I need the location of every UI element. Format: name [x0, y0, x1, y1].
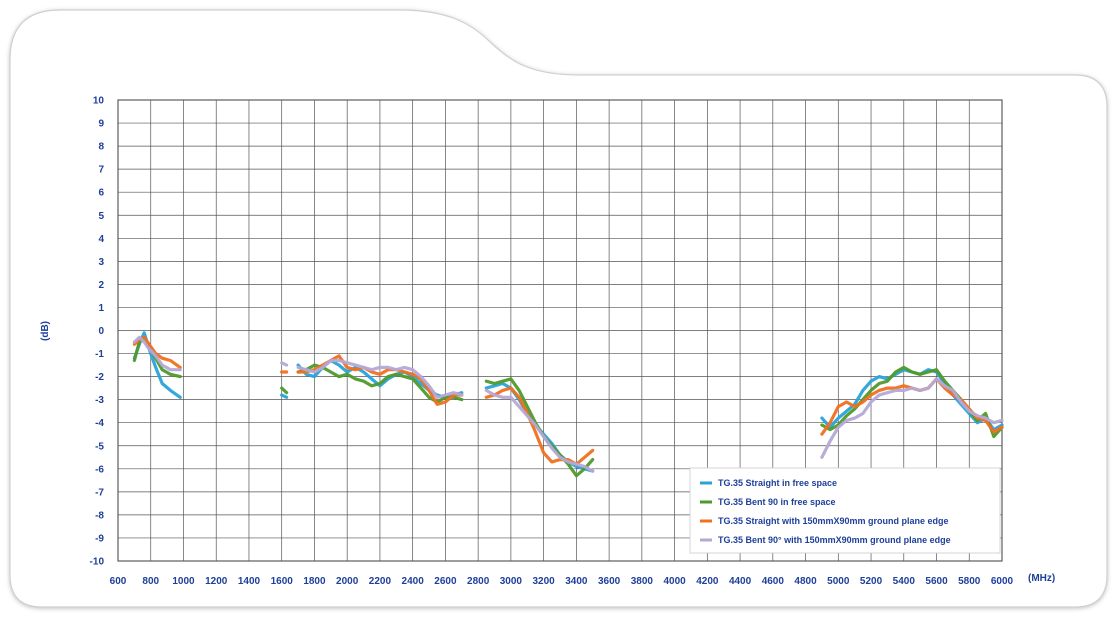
x-tick-label: 4400	[729, 576, 752, 587]
legend-label: TG.35 Straight with 150mmX90mm ground pl…	[718, 516, 949, 526]
x-axis-ticks: 600 800 1000 1200 1400 1600 1800 2000 2200 2400 26…	[110, 576, 1014, 587]
x-tick-label: 3600	[598, 576, 621, 587]
x-tick-label: 600	[110, 576, 127, 587]
x-tick-label: 3000	[500, 576, 523, 587]
series-line	[280, 393, 289, 399]
x-tick-label: 5800	[958, 576, 981, 587]
x-tick-label: 1800	[303, 576, 326, 587]
y-tick-label: 5	[98, 211, 104, 222]
x-tick-label: 4200	[696, 576, 719, 587]
x-tick-label: 1000	[172, 576, 195, 587]
series-line	[132, 335, 182, 372]
y-tick-label: 1	[98, 303, 104, 314]
x-tick-label: 800	[142, 576, 159, 587]
y-tick-label: 3	[98, 257, 104, 268]
y-tick-label: 2	[98, 280, 104, 291]
series-line	[132, 331, 182, 399]
x-axis-label: (MHz)	[1028, 573, 1055, 584]
y-tick-label: -4	[95, 418, 104, 429]
x-tick-label: 1600	[271, 576, 294, 587]
y-tick-label: 6	[98, 188, 104, 199]
legend-label: TG.35 Bent 90° with 150mmX90mm ground pl…	[718, 535, 951, 545]
x-tick-label: 2600	[434, 576, 457, 587]
x-tick-label: 5400	[893, 576, 916, 587]
x-tick-label: 5600	[925, 576, 948, 587]
x-tick-label: 5000	[827, 576, 850, 587]
series-4	[132, 335, 1004, 473]
y-tick-label: 9	[98, 119, 104, 130]
x-tick-label: 2200	[369, 576, 392, 587]
y-tick-label: 10	[93, 96, 105, 107]
legend-label: TG.35 Bent 90 in free space	[718, 497, 836, 507]
x-tick-label: 4800	[794, 576, 817, 587]
legend-label: TG.35 Straight in free space	[718, 478, 837, 488]
series-line	[484, 388, 595, 473]
x-tick-label: 3800	[631, 576, 654, 587]
x-tick-label: 5200	[860, 576, 883, 587]
series-line	[296, 358, 464, 399]
x-tick-label: 4000	[663, 576, 686, 587]
y-tick-label: -6	[95, 464, 104, 475]
x-tick-label: 3200	[533, 576, 556, 587]
series-2	[132, 335, 1004, 478]
x-tick-label: 6000	[991, 576, 1014, 587]
y-tick-label: 8	[98, 142, 104, 153]
y-tick-label: -3	[95, 395, 104, 406]
x-tick-label: 4600	[762, 576, 785, 587]
y-tick-label: -8	[95, 510, 104, 521]
x-tick-label: 2000	[336, 576, 359, 587]
y-tick-label: -2	[95, 372, 104, 383]
series-line	[280, 386, 289, 395]
series-lines	[132, 331, 1004, 478]
x-tick-label: 2400	[402, 576, 425, 587]
y-tick-label: -7	[95, 487, 104, 498]
x-tick-label: 3400	[565, 576, 588, 587]
y-tick-label: 0	[98, 326, 104, 337]
card-background	[9, 9, 1108, 608]
y-tick-label: -9	[95, 533, 104, 544]
legend-box	[689, 467, 1001, 554]
x-tick-label: 1200	[205, 576, 228, 587]
x-tick-label: 1400	[238, 576, 261, 587]
series-line	[820, 377, 1004, 459]
x-tick-label: 2800	[467, 576, 490, 587]
legend: TG.35 Straight in free space TG.35 Bent 9…	[689, 467, 1001, 554]
y-tick-label: -1	[95, 349, 104, 360]
y-tick-label: 4	[98, 234, 104, 245]
series-line	[484, 377, 595, 478]
y-tick-label: 7	[98, 165, 104, 176]
series-line	[280, 361, 289, 367]
y-axis-label: (dB)	[40, 321, 51, 341]
y-tick-label: -10	[90, 557, 105, 568]
y-tick-label: -5	[95, 441, 104, 452]
